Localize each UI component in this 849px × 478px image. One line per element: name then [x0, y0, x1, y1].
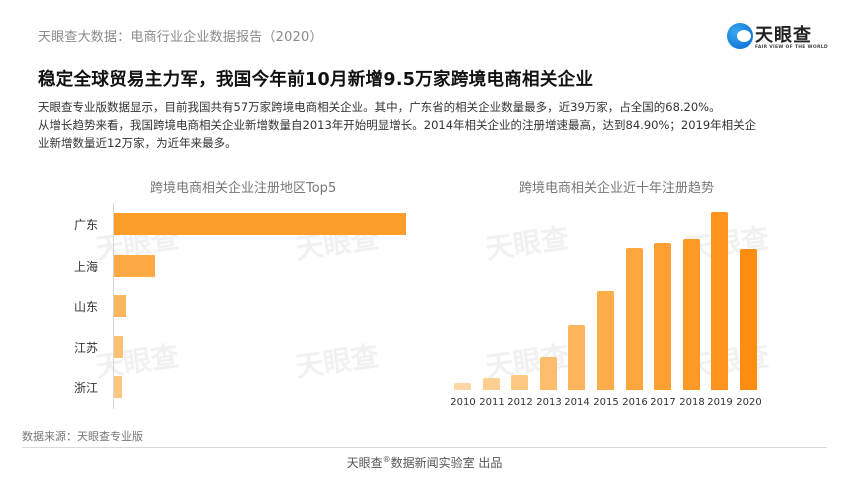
page-title: 稳定全球贸易主力军，我国今年前10月新增9.5万家跨境电商相关企业 — [38, 70, 594, 90]
description-line: 天眼查专业版数据显示，目前我国共有57万家跨境电商相关企业。其中，广东省的相关企… — [38, 100, 721, 114]
bar-category-label: 山东 — [74, 300, 99, 314]
bar — [114, 336, 123, 358]
x-tick-label: 2019 — [707, 397, 733, 408]
tianyancha-logo: 天眼查 FAIR VIEW OF THE WORLD — [727, 21, 828, 55]
watermark: 天眼查 — [93, 339, 182, 384]
description: 天眼查专业版数据显示，目前我国共有57万家跨境电商相关企业。其中，广东省的相关企… — [38, 98, 828, 152]
bar — [597, 291, 614, 390]
x-tick-label: 2018 — [679, 397, 705, 408]
footer-lab: 数据新闻实验室 出品 — [390, 456, 503, 470]
description-line: 从增长趋势来看，我国跨境电商相关企业新增数量自2013年开始明显增长。2014年… — [38, 118, 757, 132]
y-axis-line — [113, 203, 114, 409]
watermark: 天眼查 — [293, 339, 382, 384]
watermark: 天眼查 — [483, 221, 572, 266]
bar-category-label: 上海 — [74, 260, 99, 274]
data-source: 数据来源：天眼查专业版 — [22, 430, 143, 443]
x-tick-label: 2012 — [507, 397, 533, 408]
footer: 天眼查®数据新闻实验室 出品 — [0, 454, 849, 471]
x-tick-label: 2011 — [479, 397, 505, 408]
x-tick-label: 2017 — [650, 397, 676, 408]
x-tick-label: 2016 — [622, 397, 648, 408]
bar — [114, 213, 406, 235]
bar — [114, 295, 126, 317]
bar-category-label: 浙江 — [74, 381, 99, 395]
bar — [626, 248, 643, 390]
bar — [540, 357, 557, 390]
bar — [511, 375, 528, 390]
x-tick-label: 2020 — [736, 397, 762, 408]
x-tick-label: 2013 — [536, 397, 562, 408]
bar — [740, 249, 757, 390]
x-tick-label: 2010 — [450, 397, 476, 408]
bar-category-label: 广东 — [74, 218, 99, 232]
logo-eye-icon — [727, 23, 753, 49]
chart-title: 跨境电商相关企业近十年注册趋势 — [519, 181, 715, 196]
bar — [568, 325, 585, 390]
bar — [454, 383, 471, 390]
bar — [114, 376, 122, 398]
registered-mark: ® — [382, 455, 391, 464]
description-line: 业新增数量近12万家，为近年来最多。 — [38, 136, 237, 150]
divider — [22, 447, 827, 448]
logo-text: 天眼查 — [755, 25, 812, 46]
bar — [683, 239, 700, 390]
footer-brand: 天眼查 — [346, 456, 383, 470]
x-tick-label: 2014 — [564, 397, 590, 408]
chart-title: 跨境电商相关企业注册地区Top5 — [150, 181, 337, 196]
bar — [711, 212, 728, 390]
x-tick-label: 2015 — [593, 397, 619, 408]
bar — [114, 255, 155, 277]
bar-category-label: 江苏 — [74, 341, 99, 355]
report-header: 天眼查大数据：电商行业企业数据报告（2020） — [38, 30, 323, 45]
logo-subtext: FAIR VIEW OF THE WORLD — [755, 45, 828, 50]
bar — [483, 378, 500, 390]
bar — [654, 243, 671, 390]
